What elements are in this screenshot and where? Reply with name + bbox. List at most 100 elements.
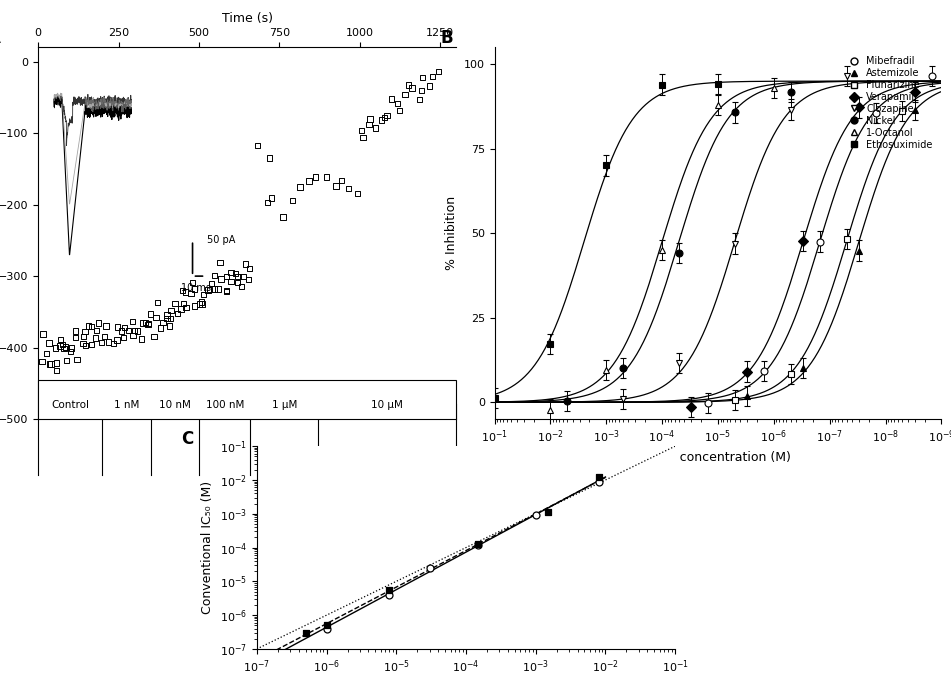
Text: 1 μM: 1 μM xyxy=(272,400,297,410)
Point xyxy=(88,325,104,336)
Point xyxy=(164,305,179,316)
Point xyxy=(334,175,349,186)
Point xyxy=(528,510,543,521)
Point xyxy=(76,331,91,342)
Point xyxy=(350,188,365,199)
Point xyxy=(126,330,141,341)
Point xyxy=(127,325,143,336)
Point xyxy=(382,585,398,596)
Point xyxy=(223,276,239,287)
Point xyxy=(284,195,300,206)
Point xyxy=(471,538,486,549)
Point xyxy=(99,320,114,331)
Point xyxy=(206,284,222,295)
Point xyxy=(116,332,131,343)
Point xyxy=(223,267,239,278)
Point xyxy=(203,284,218,295)
Point xyxy=(101,337,116,347)
Point xyxy=(187,283,203,294)
Text: Control: Control xyxy=(51,400,89,410)
Point xyxy=(249,140,264,151)
Text: 1 nM: 1 nM xyxy=(114,400,139,410)
Point xyxy=(227,268,243,279)
Point xyxy=(173,304,188,314)
Point xyxy=(34,356,49,366)
Text: C: C xyxy=(182,430,194,448)
Text: 10 nM: 10 nM xyxy=(159,400,191,410)
Point xyxy=(117,322,132,333)
Text: 100 nM: 100 nM xyxy=(205,400,243,410)
Point xyxy=(114,326,129,337)
Point xyxy=(392,105,407,116)
Point xyxy=(219,285,234,296)
Point xyxy=(390,98,405,109)
Text: 1 μM: 1 μM xyxy=(272,400,297,410)
Point xyxy=(49,358,64,368)
Point xyxy=(64,343,79,354)
Point xyxy=(52,341,68,352)
Point xyxy=(130,326,146,337)
Point xyxy=(415,72,430,83)
X-axis label: Drug concentration (M): Drug concentration (M) xyxy=(645,451,791,464)
Point xyxy=(143,309,158,320)
Point xyxy=(81,320,96,331)
Point xyxy=(384,93,399,104)
Bar xyxy=(38,380,456,419)
Text: 50 pA: 50 pA xyxy=(207,235,236,245)
Point xyxy=(382,589,398,600)
Point xyxy=(362,114,378,124)
Point xyxy=(187,301,203,312)
Point xyxy=(141,318,156,329)
Legend: Mibefradil, Astemizole, Flunarizine, Verapamil, Clozapine, Nickel, 1-Octanol, Et: Mibefradil, Astemizole, Flunarizine, Ver… xyxy=(840,52,937,153)
Point xyxy=(41,337,56,348)
Point xyxy=(308,172,323,183)
Point xyxy=(169,308,184,319)
Point xyxy=(138,317,153,328)
Point xyxy=(540,507,555,518)
Point xyxy=(425,71,440,82)
Point xyxy=(592,476,607,487)
Point xyxy=(49,365,64,376)
Point xyxy=(43,359,58,370)
Text: 100 nM: 100 nM xyxy=(205,400,243,410)
Text: 10 nM: 10 nM xyxy=(159,400,191,410)
Point xyxy=(176,298,191,309)
Point xyxy=(230,271,245,282)
Text: 10 ms: 10 ms xyxy=(181,283,211,293)
Y-axis label: % Inhibition: % Inhibition xyxy=(445,196,458,270)
Point xyxy=(361,119,377,130)
Point xyxy=(84,339,99,350)
Point xyxy=(374,114,389,125)
Point xyxy=(234,281,249,292)
Point xyxy=(91,318,107,329)
Point xyxy=(109,335,125,345)
Point xyxy=(150,297,165,308)
Point xyxy=(163,313,178,324)
Point xyxy=(134,333,149,344)
Point xyxy=(236,271,251,282)
Point xyxy=(35,329,50,339)
Point xyxy=(178,287,193,297)
Point xyxy=(179,302,194,313)
Point xyxy=(354,125,369,136)
Point xyxy=(192,299,207,310)
Point xyxy=(160,310,175,320)
Point xyxy=(56,343,71,354)
Point xyxy=(293,181,308,192)
Point xyxy=(94,337,109,347)
Point xyxy=(141,319,156,330)
Point xyxy=(201,285,216,295)
Point xyxy=(398,89,413,100)
Point xyxy=(53,334,68,345)
Point xyxy=(63,346,78,357)
Point xyxy=(78,340,93,351)
Point xyxy=(160,313,175,324)
Point xyxy=(194,299,209,310)
Y-axis label: Conventional IC₅₀ (M): Conventional IC₅₀ (M) xyxy=(202,481,214,614)
Point xyxy=(148,312,164,323)
Point xyxy=(68,325,84,336)
Point xyxy=(319,620,334,631)
Point xyxy=(194,297,209,308)
Point xyxy=(156,317,171,328)
Point xyxy=(377,112,392,123)
